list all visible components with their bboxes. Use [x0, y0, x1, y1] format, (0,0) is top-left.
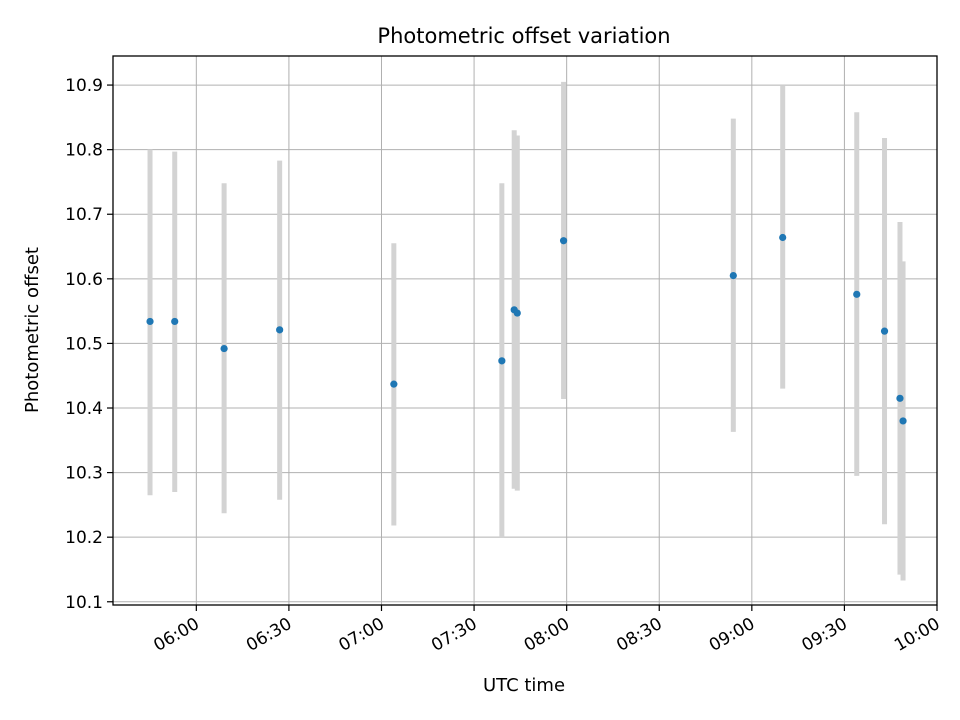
data-point	[220, 344, 228, 353]
data-point	[513, 309, 521, 317]
grid	[113, 56, 938, 605]
data-point	[899, 417, 907, 425]
y-tick-label: 10.6	[65, 270, 103, 290]
data-point	[729, 272, 737, 280]
data-points	[146, 233, 907, 425]
y-tick-label: 10.2	[65, 528, 103, 548]
data-point	[146, 317, 154, 326]
y-tick-label: 10.9	[65, 76, 103, 96]
y-tick-label: 10.3	[65, 464, 103, 484]
data-point	[880, 327, 889, 335]
plot-area-frame	[112, 55, 938, 606]
data-point	[559, 237, 568, 245]
data-point	[498, 357, 506, 365]
y-tick-label: 10.4	[65, 399, 103, 419]
data-point	[390, 380, 398, 388]
x-axis-title: UTC time	[483, 675, 565, 696]
data-point	[896, 394, 904, 402]
data-point	[779, 233, 787, 242]
y-tick-label: 10.7	[65, 205, 103, 225]
y-axis-title: Photometric offset	[22, 247, 43, 413]
y-tick-label: 10.8	[65, 141, 103, 161]
y-tick-label: 10.1	[65, 593, 103, 613]
chart-title: Photometric offset variation	[377, 24, 670, 48]
y-axis-ticks: 10.1 10.2 10.3 10.4 10.5 10.6 10.7 10.8 10.9	[65, 76, 113, 613]
y-tick-label: 10.5	[65, 334, 103, 354]
data-point	[171, 317, 179, 326]
data-point	[276, 326, 284, 334]
data-point	[853, 290, 861, 298]
